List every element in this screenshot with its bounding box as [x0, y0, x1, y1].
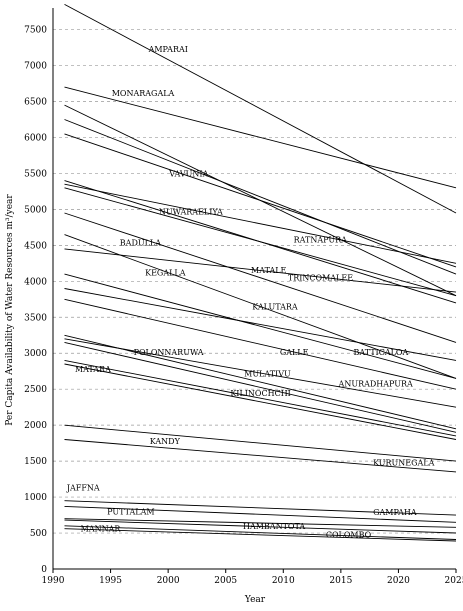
y-axis-title: Per Capita Availability of Water Resourc…: [5, 194, 15, 426]
series-label-badulla: BADULLA: [120, 238, 161, 247]
y-tick-label-1: 500: [30, 529, 47, 539]
y-tick-label-11: 5500: [24, 169, 47, 179]
series-line-hambantota: [64, 519, 457, 534]
series-line-kegalla: [64, 248, 457, 293]
series-line-kurunegala: [64, 439, 457, 473]
series-label-jaffna: JAFFNA: [66, 484, 100, 493]
series-label-anuradhapura: ANURADHAPURA: [338, 379, 413, 388]
y-tick-label-7: 3500: [24, 313, 47, 323]
series-line-gampaha: [64, 518, 457, 528]
y-tick-label-4: 2000: [24, 421, 47, 431]
series-label-polonnaruwa: POLONNARUWA: [134, 348, 204, 357]
series-line-anuradhapura: [64, 341, 457, 433]
series-label-hambantota: HAMBANTOTA: [243, 522, 305, 531]
series-label-monaragala: MONARAGALA: [112, 89, 175, 98]
series-label-kilinochchi: KILINOCHCHI: [230, 389, 291, 398]
series-line-matara: [64, 359, 457, 437]
series-label-kandy: KANDY: [150, 437, 181, 446]
series-line-unlabeled-4: [64, 133, 457, 268]
series-line-trincomalee: [64, 234, 457, 379]
series-line-colombo: [64, 528, 457, 542]
y-tick-label-9: 4500: [24, 241, 47, 251]
grid: [53, 29, 456, 534]
x-tick-labels: 1990 1995 2000 2005 2010 2015 2020 2025: [42, 569, 463, 586]
x-tick-label-7: 2025: [445, 576, 463, 586]
series-label-mannar: MANNAR: [81, 525, 122, 534]
x-tick-label-4: 2010: [272, 576, 295, 586]
series-line-kalutara: [64, 273, 457, 379]
axes: [52, 8, 456, 570]
y-tick-label-6: 3000: [24, 349, 47, 359]
y-tick-label-13: 6500: [24, 98, 47, 108]
series-label-mulativu: MULATIVU: [244, 369, 291, 378]
series-label-amparai: AMPARAI: [148, 45, 188, 54]
y-tick-label-2: 1000: [24, 493, 47, 503]
y-tick-labels: 0 500 1000 1500 2000 2500 3000 3500 4000 4500 5000…: [24, 26, 47, 575]
series-line-matale: [64, 212, 457, 343]
series-label-ratnapura: RATNAPURA: [294, 236, 347, 245]
series-label-vavunia: VAVUNIA: [168, 169, 208, 178]
x-axis-title: Year: [244, 595, 266, 605]
series-label-colombo: COLOMBO: [326, 530, 372, 539]
series-line-monaragala: [64, 86, 457, 189]
series-line-mannar: [64, 525, 457, 540]
series-line-kandy: [64, 424, 457, 462]
y-tick-label-8: 4000: [24, 277, 47, 287]
y-tick-label-15: 7500: [24, 26, 47, 36]
y-tick-label-3: 1500: [24, 457, 47, 467]
series-label-matale: MATALE: [251, 266, 287, 275]
series-labels: AMPARAI MONARAGALA VAVUNIA NUWARAELIYA RATNA…: [66, 45, 435, 539]
series-label-galle: GALLE: [280, 348, 309, 357]
series-label-kegalla: KEGALLA: [145, 269, 186, 278]
series-line-batticaloa: [64, 288, 457, 361]
series-line-kilinochchi: [64, 363, 457, 440]
x-tick-label-0: 1990: [42, 576, 65, 586]
x-tick-label-1: 1995: [99, 576, 122, 586]
series-label-trincomalee: TRINCOMALEE: [288, 274, 353, 283]
series-lines: [64, 4, 457, 542]
series-line-polonnaruwa: [64, 334, 457, 430]
x-tick-label-6: 2020: [387, 576, 410, 586]
series-line-mulativu: [64, 338, 457, 408]
series-line-puttalam: [64, 505, 457, 523]
series-label-kalutara: KALUTARA: [252, 302, 298, 311]
y-tick-label-10: 5000: [24, 205, 47, 215]
series-line-jaffna: [64, 500, 457, 516]
x-tick-label-5: 2015: [329, 576, 352, 586]
y-tick-label-12: 6000: [24, 133, 47, 143]
series-label-kurunegala: KURUNEGALA: [373, 459, 435, 468]
x-tick-label-2: 2000: [157, 576, 180, 586]
series-line-vavunia: [64, 119, 457, 275]
y-tick-label-0: 0: [41, 565, 47, 575]
x-tick-label-3: 2005: [214, 576, 237, 586]
series-line-galle: [64, 298, 457, 390]
series-label-puttalam: PUTTALAM: [107, 507, 154, 516]
series-label-gampaha: GAMPAHA: [373, 508, 417, 517]
series-line-ratnapura: [64, 183, 457, 264]
series-line-amparai: [64, 4, 457, 214]
y-tick-label-14: 7000: [24, 62, 47, 72]
series-line-badulla: [64, 187, 457, 297]
series-label-nuwaraeliya: NUWARAELIYA: [159, 208, 223, 217]
series-label-batticaloa: BATTICALOA: [354, 348, 409, 357]
y-tick-label-5: 2500: [24, 385, 47, 395]
series-label-matara: MATARA: [75, 365, 111, 374]
